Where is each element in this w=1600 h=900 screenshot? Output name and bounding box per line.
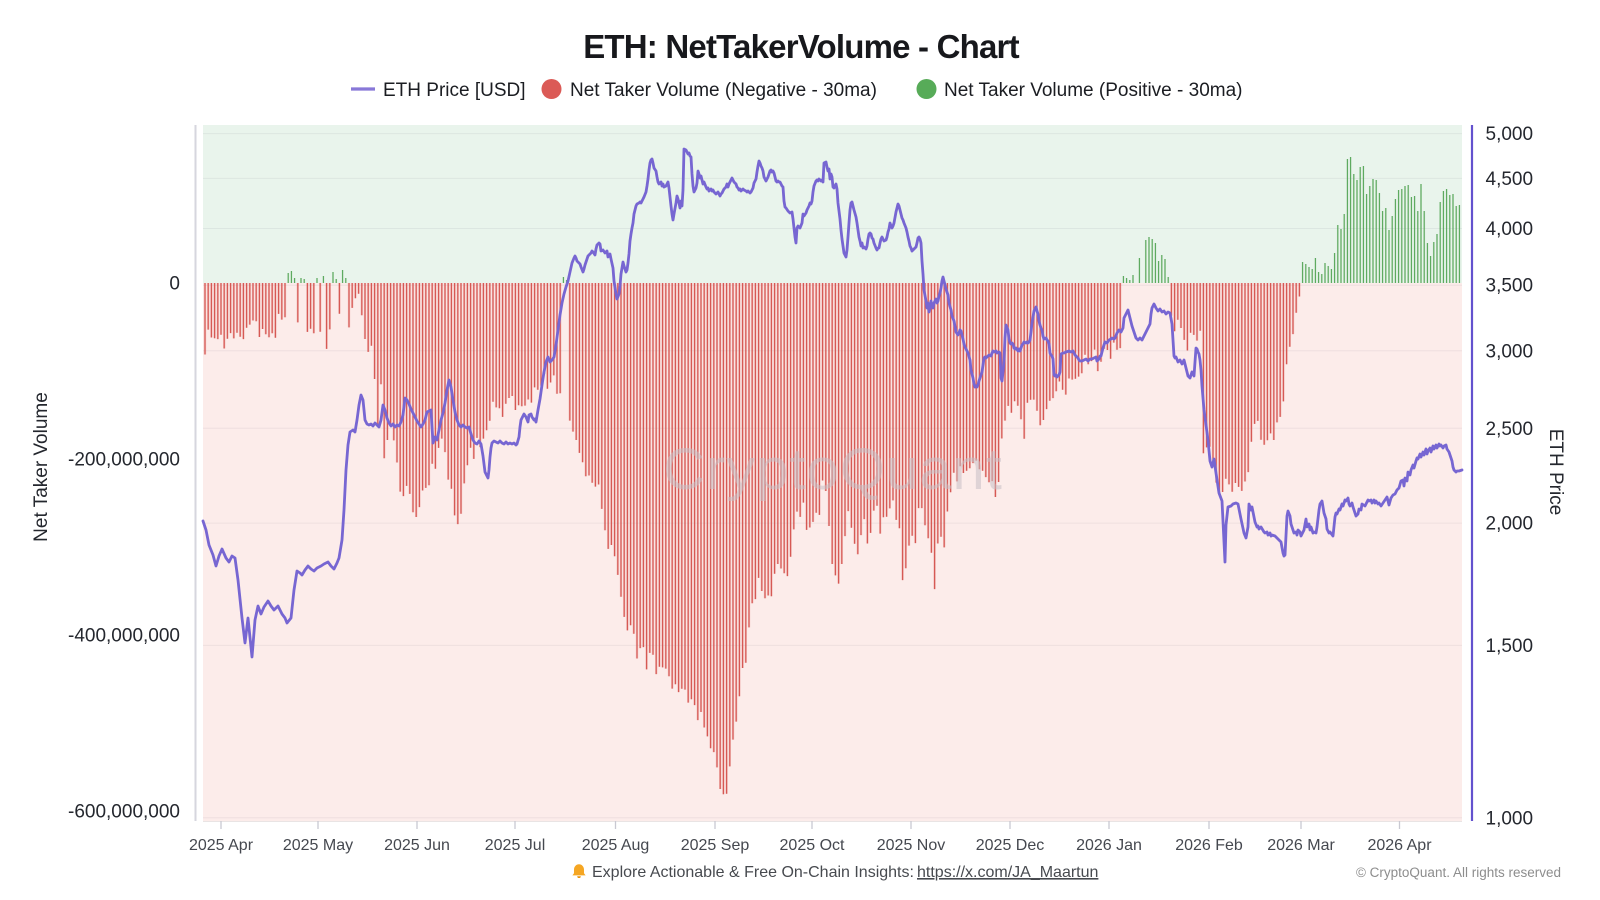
svg-text:Net Taker Volume: Net Taker Volume — [31, 392, 52, 542]
svg-text:ETH: NetTakerVolume - Chart: ETH: NetTakerVolume - Chart — [583, 28, 1019, 65]
svg-text:2025 Dec: 2025 Dec — [976, 837, 1045, 854]
svg-text:ETH Price [USD]: ETH Price [USD] — [383, 80, 526, 101]
svg-text:Net Taker Volume (Negative - 3: Net Taker Volume (Negative - 30ma) — [570, 80, 877, 101]
svg-text:2026 Jan: 2026 Jan — [1076, 837, 1142, 854]
svg-text:1,000: 1,000 — [1486, 808, 1534, 829]
svg-text:4,500: 4,500 — [1486, 169, 1534, 190]
svg-text:-400,000,000: -400,000,000 — [68, 625, 180, 646]
svg-text:3,500: 3,500 — [1486, 276, 1534, 297]
svg-text:CryptoQuant: CryptoQuant — [663, 437, 1003, 502]
svg-text:2025 Jul: 2025 Jul — [485, 837, 546, 854]
svg-text:-200,000,000: -200,000,000 — [68, 449, 180, 470]
svg-text:2026 Apr: 2026 Apr — [1367, 837, 1432, 854]
svg-text:2025 Sep: 2025 Sep — [681, 837, 750, 854]
svg-text:© CryptoQuant. All rights rese: © CryptoQuant. All rights reserved — [1356, 865, 1561, 880]
svg-text:Net Taker Volume (Positive - 3: Net Taker Volume (Positive - 30ma) — [944, 80, 1243, 101]
svg-text:5,000: 5,000 — [1486, 124, 1534, 145]
svg-text:4,000: 4,000 — [1486, 219, 1534, 240]
svg-text:2025 Aug: 2025 Aug — [582, 837, 650, 854]
svg-text:Explore Actionable & Free On-C: Explore Actionable & Free On-Chain Insig… — [592, 864, 914, 881]
svg-text:2025 Oct: 2025 Oct — [780, 837, 845, 854]
svg-text:2025 Jun: 2025 Jun — [384, 837, 450, 854]
svg-text:-600,000,000: -600,000,000 — [68, 802, 180, 823]
svg-text:0: 0 — [169, 274, 180, 295]
svg-text:ETH Price: ETH Price — [1545, 429, 1566, 516]
svg-text:2,500: 2,500 — [1486, 419, 1534, 440]
svg-text:2025 May: 2025 May — [283, 837, 353, 854]
svg-text:2026 Feb: 2026 Feb — [1175, 837, 1243, 854]
svg-text:2025 Apr: 2025 Apr — [189, 837, 254, 854]
svg-text:2026 Mar: 2026 Mar — [1267, 837, 1335, 854]
svg-text:3,000: 3,000 — [1486, 341, 1534, 362]
svg-text:2,000: 2,000 — [1486, 514, 1534, 535]
svg-text:1,500: 1,500 — [1486, 636, 1534, 657]
svg-text:2025 Nov: 2025 Nov — [877, 837, 946, 854]
svg-text:https://x.com/JA_Maartun: https://x.com/JA_Maartun — [917, 864, 1098, 881]
